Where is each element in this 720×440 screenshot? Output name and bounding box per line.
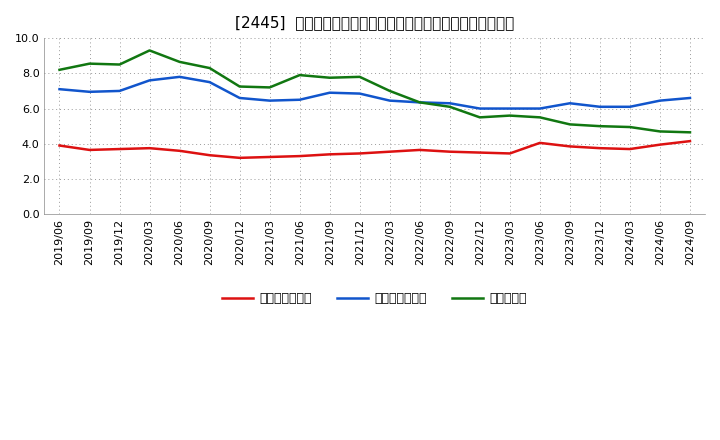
在庫回転率 (595, 124, 604, 129)
売上債権回転率 (505, 151, 514, 156)
在庫回転率 (685, 130, 694, 135)
在庫回転率 (505, 113, 514, 118)
買入債務回転率 (415, 100, 424, 105)
売上債権回転率 (115, 147, 124, 152)
売上債権回転率 (415, 147, 424, 153)
売上債権回転率 (295, 154, 304, 159)
在庫回転率 (385, 88, 394, 94)
買入債務回転率 (595, 104, 604, 110)
在庫回転率 (415, 100, 424, 105)
売上債権回転率 (475, 150, 484, 155)
売上債権回転率 (566, 144, 575, 149)
在庫回転率 (475, 115, 484, 120)
在庫回転率 (205, 66, 214, 71)
売上債権回転率 (85, 147, 94, 153)
在庫回転率 (266, 85, 274, 90)
在庫回転率 (235, 84, 244, 89)
在庫回転率 (536, 115, 544, 120)
売上債権回転率 (626, 147, 634, 152)
在庫回転率 (446, 104, 454, 110)
在庫回転率 (656, 129, 665, 134)
売上債権回転率 (685, 139, 694, 144)
Line: 売上債権回転率: 売上債権回転率 (60, 141, 690, 158)
在庫回転率 (85, 61, 94, 66)
買入債務回転率 (85, 89, 94, 95)
買入債務回転率 (685, 95, 694, 101)
Legend: 売上債権回転率, 買入債務回転率, 在庫回転率: 売上債権回転率, 買入債務回転率, 在庫回転率 (217, 287, 532, 310)
買入債務回転率 (356, 91, 364, 96)
Line: 在庫回転率: 在庫回転率 (60, 51, 690, 132)
買入債務回転率 (115, 88, 124, 94)
在庫回転率 (175, 59, 184, 65)
売上債権回転率 (266, 154, 274, 160)
買入債務回転率 (475, 106, 484, 111)
買入債務回転率 (505, 106, 514, 111)
売上債権回転率 (55, 143, 64, 148)
買入債務回転率 (266, 98, 274, 103)
売上債権回転率 (446, 149, 454, 154)
在庫回転率 (55, 67, 64, 73)
買入債務回転率 (656, 98, 665, 103)
買入債務回転率 (626, 104, 634, 110)
買入債務回転率 (55, 87, 64, 92)
買入債務回転率 (235, 95, 244, 101)
売上債権回転率 (536, 140, 544, 146)
売上債権回転率 (175, 148, 184, 154)
売上債権回転率 (235, 155, 244, 161)
在庫回転率 (356, 74, 364, 80)
売上債権回転率 (656, 142, 665, 147)
買入債務回転率 (446, 101, 454, 106)
買入債務回転率 (385, 98, 394, 103)
売上債権回転率 (325, 152, 334, 157)
売上債権回転率 (205, 153, 214, 158)
売上債権回転率 (145, 146, 154, 151)
Title: [2445]  売上債権回転率、買入債務回転率、在庫回転率の推移: [2445] 売上債権回転率、買入債務回転率、在庫回転率の推移 (235, 15, 514, 30)
買入債務回転率 (295, 97, 304, 103)
買入債務回転率 (145, 78, 154, 83)
在庫回転率 (115, 62, 124, 67)
買入債務回転率 (536, 106, 544, 111)
買入債務回転率 (325, 90, 334, 95)
売上債権回転率 (595, 146, 604, 151)
在庫回転率 (325, 75, 334, 81)
在庫回転率 (295, 73, 304, 78)
買入債務回転率 (175, 74, 184, 80)
在庫回転率 (145, 48, 154, 53)
売上債権回転率 (356, 151, 364, 156)
売上債権回転率 (385, 149, 394, 154)
在庫回転率 (626, 125, 634, 130)
Line: 買入債務回転率: 買入債務回転率 (60, 77, 690, 109)
買入債務回転率 (205, 80, 214, 85)
買入債務回転率 (566, 101, 575, 106)
在庫回転率 (566, 122, 575, 127)
